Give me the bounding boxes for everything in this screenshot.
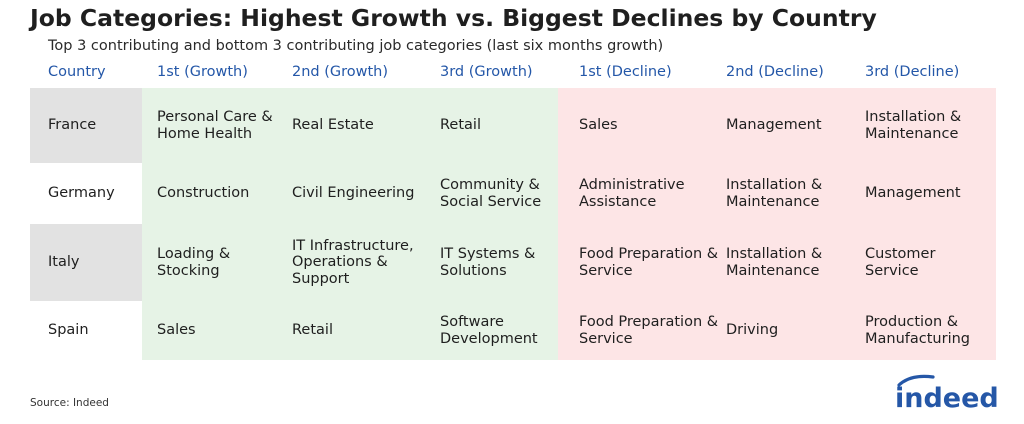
country-cell-shade [30, 88, 142, 163]
table-cell: Customer Service [865, 224, 993, 301]
cell-text: Driving [726, 322, 779, 339]
cell-text: Software Development [440, 314, 538, 347]
table-cell: Management [726, 88, 856, 163]
table-body: France Personal Care & Home Health Real Es… [30, 88, 996, 360]
cell-text: Real Estate [292, 117, 374, 134]
table-cell: Civil Engineering [292, 163, 432, 224]
column-header-2nd-growth: 2nd (Growth) [292, 64, 389, 80]
table-cell: Community & Social Service [440, 163, 565, 224]
table-cell: Retail [440, 88, 565, 163]
table-cell: Administrative Assistance [579, 163, 719, 224]
cell-text: France [48, 117, 97, 134]
table-row-germany: Germany Construction Civil Engineering Comm… [30, 163, 996, 224]
table-cell: Sales [157, 301, 282, 360]
cell-text: Community & Social Service [440, 177, 542, 210]
cell-text: Civil Engineering [292, 185, 415, 202]
table-cell: Installation & Maintenance [726, 224, 856, 301]
table-cell: Software Development [440, 301, 565, 360]
column-header-1st-decline: 1st (Decline) [579, 64, 672, 80]
cell-text: Retail [440, 117, 481, 134]
table-cell: Food Preparation & Service [579, 301, 719, 360]
chart-title: Job Categories: Highest Growth vs. Bigge… [30, 4, 877, 32]
table-cell: Loading & Stocking [157, 224, 282, 301]
column-header-country: Country [48, 64, 106, 80]
cell-text: Management [865, 185, 961, 202]
cell-text: Production & Manufacturing [865, 314, 970, 347]
table-cell: Installation & Maintenance [865, 88, 993, 163]
table-cell: Food Preparation & Service [579, 224, 719, 301]
country-label: Italy [48, 224, 148, 301]
chart-subtitle: Top 3 contributing and bottom 3 contribu… [48, 38, 664, 54]
table-cell: Personal Care & Home Health [157, 88, 282, 163]
table-cell: Driving [726, 301, 856, 360]
table-cell: Construction [157, 163, 282, 224]
table-cell: Sales [579, 88, 719, 163]
cell-text: Customer Service [865, 246, 936, 279]
growth-columns-background [142, 88, 558, 360]
cell-text: Installation & Maintenance [726, 246, 823, 279]
table-row-italy: Italy Loading & Stocking IT Infrastructure… [30, 224, 996, 301]
table-cell: IT Systems & Solutions [440, 224, 565, 301]
cell-text: Italy [48, 254, 80, 271]
source-note: Source: Indeed [30, 397, 109, 409]
cell-text: Loading & Stocking [157, 246, 231, 279]
country-label: Germany [48, 163, 148, 224]
column-header-3rd-growth: 3rd (Growth) [440, 64, 533, 80]
indeed-logo: indeed [895, 374, 997, 414]
cell-text: IT Systems & Solutions [440, 246, 536, 279]
country-cell-shade [30, 224, 142, 301]
cell-text: IT Infrastructure, Operations & Support [292, 237, 414, 287]
cell-text: Sales [157, 322, 196, 339]
cell-text: Installation & Maintenance [865, 109, 962, 142]
table-header: Country 1st (Growth) 2nd (Growth) 3rd (Grow… [0, 64, 1024, 86]
table-cell: Retail [292, 301, 432, 360]
table-cell: IT Infrastructure, Operations & Support [292, 224, 432, 301]
country-label: France [48, 88, 148, 163]
table-cell: Real Estate [292, 88, 432, 163]
table-cell: Management [865, 163, 993, 224]
cell-text: Management [726, 117, 822, 134]
country-label: Spain [48, 301, 148, 360]
logo-wordmark: indeed [895, 383, 997, 414]
cell-text: Retail [292, 322, 333, 339]
column-header-2nd-decline: 2nd (Decline) [726, 64, 824, 80]
cell-text: Construction [157, 185, 250, 202]
column-header-1st-growth: 1st (Growth) [157, 64, 248, 80]
cell-text: Installation & Maintenance [726, 177, 823, 210]
table-row-spain: Spain Sales Retail Software Development Food… [30, 301, 996, 360]
decline-columns-background [558, 88, 996, 360]
cell-text: Food Preparation & Service [579, 246, 719, 279]
cell-text: Sales [579, 117, 618, 134]
table-cell: Installation & Maintenance [726, 163, 856, 224]
table-cell: Production & Manufacturing [865, 301, 993, 360]
cell-text: Personal Care & Home Health [157, 109, 273, 142]
cell-text: Germany [48, 185, 115, 202]
cell-text: Spain [48, 322, 89, 339]
cell-text: Administrative Assistance [579, 177, 685, 210]
table-row-france: France Personal Care & Home Health Real Es… [30, 88, 996, 163]
cell-text: Food Preparation & Service [579, 314, 719, 347]
column-header-3rd-decline: 3rd (Decline) [865, 64, 960, 80]
